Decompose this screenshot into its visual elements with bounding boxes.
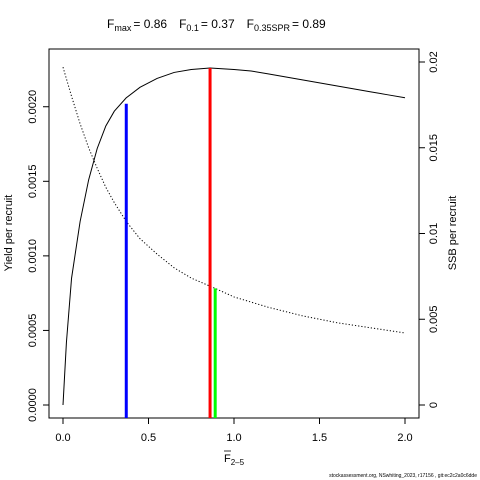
x-tick-label: 2.0 [397,432,412,444]
y-right-tick-label: 0.01 [428,223,440,244]
x-axis: 0.0 0.5 1.0 1.5 2.0 [55,417,413,444]
y-left-tick-label: 0.0010 [27,239,39,273]
y-axis-right: 0 0.005 0.01 0.015 0.02 [418,51,440,408]
series-layer [62,67,406,406]
y-left-tick-label: 0.0015 [27,164,39,198]
fspr-sub: 0.35SPR [254,23,291,33]
x-axis-title: F2–5 [224,453,245,467]
y-left-tick-label: 0.0000 [27,388,39,422]
fspr-label: F [247,17,254,31]
reference-lines [124,67,217,418]
y-left-tick-label: 0.0005 [27,314,39,348]
y-axis-left-title: Yield per recruit [3,195,15,272]
f01-sub: 0.1 [186,23,199,33]
x-axis-title-main: F [224,453,231,465]
plot-frame [48,48,420,419]
x-tick-label: 1.0 [226,432,241,444]
f01-value: = 0.37 [201,17,235,31]
x-axis-title-sub: 2–5 [231,458,245,467]
y-axis-right-title: SSB per recruit [447,196,459,271]
fmax-value: = 0.86 [133,17,167,31]
yield-per-recruit-line [62,67,406,406]
x-tick-label: 0.0 [55,432,70,444]
footer-credit: stockassessment.org, NSwhiting_2023, r17… [329,473,477,479]
y-right-tick-label: 0.005 [428,305,440,333]
x-tick-label: 1.5 [312,432,327,444]
x-tick-label: 0.5 [141,432,156,444]
y-axis-left: 0.0000 0.0005 0.0010 0.0015 0.0020 [27,90,50,422]
fmax-label: F [107,17,114,31]
chart-title: Fmax = 0.86 F0.1 = 0.37 F0.35SPR = 0.89 [107,17,326,33]
y-right-tick-label: 0 [428,402,440,408]
y-right-tick-label: 0.015 [428,134,440,162]
fmax-sub: max [114,23,132,33]
fspr-value: = 0.89 [292,17,326,31]
f01-label: F [179,17,186,31]
y-right-tick-label: 0.02 [428,51,440,72]
ssb-per-recruit-line [62,67,406,334]
y-left-tick-label: 0.0020 [27,90,39,124]
